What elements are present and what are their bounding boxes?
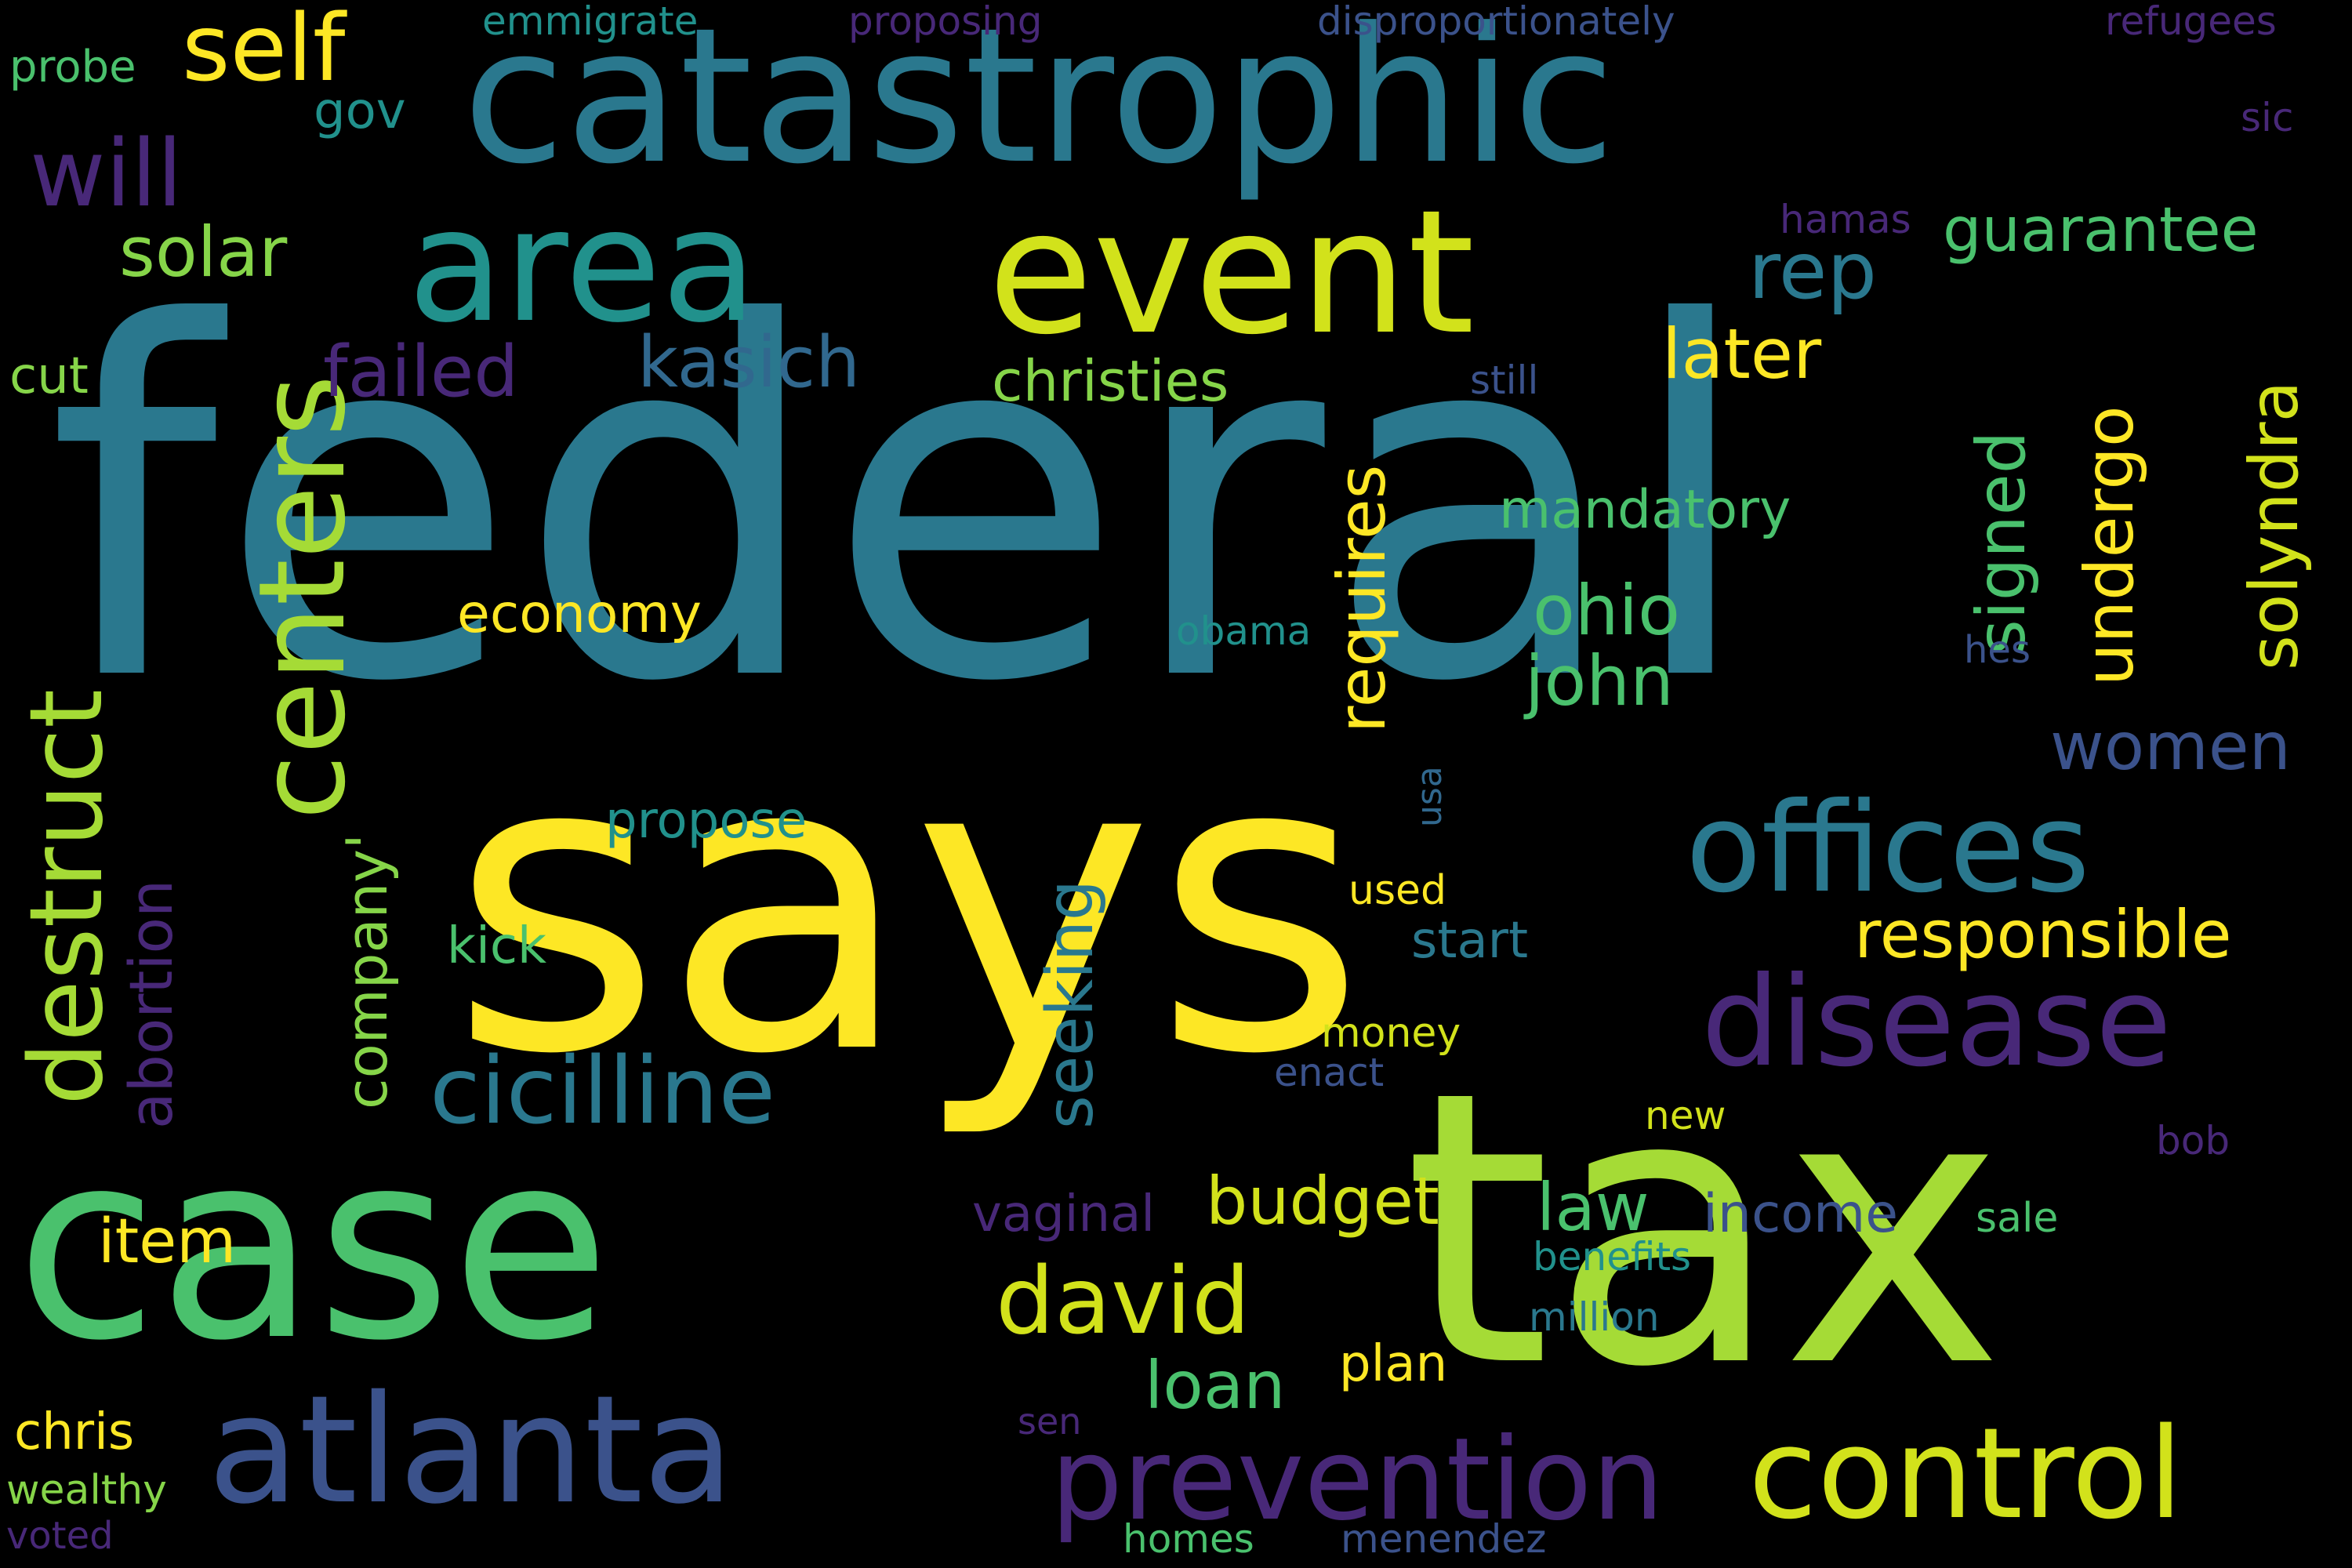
word-john: john (1525, 641, 1674, 721)
word-tax: tax (1403, 1011, 2005, 1450)
word-disproportionately: disproportionately (1317, 0, 1675, 44)
word-guarantee: guarantee (1943, 195, 2259, 266)
word-christies: christies (992, 348, 1229, 414)
word-propose: propose (605, 792, 808, 850)
word-homes: homes (1123, 1516, 1254, 1562)
word-benefits: benefits (1533, 1234, 1692, 1279)
word-vaginal: vaginal (972, 1185, 1156, 1243)
word-money: money (1321, 1010, 1461, 1057)
word-mandatory: mandatory (1499, 479, 1791, 541)
word-proposing: proposing (848, 0, 1043, 44)
word-control: control (1748, 1400, 2183, 1547)
word-will: will (30, 119, 183, 227)
word-wealthy: wealthy (6, 1467, 167, 1514)
word-centers: centers (233, 374, 372, 820)
word-cicilline: cicilline (430, 1036, 776, 1145)
word-chris: chris (14, 1403, 135, 1461)
word-ohio: ohio (1533, 570, 1680, 651)
word-still: still (1470, 358, 1539, 403)
word-solyndra: solyndra (2235, 380, 2314, 670)
word-prevention: prevention (1051, 1414, 1664, 1546)
word-says: says (450, 668, 1367, 1143)
word-law: law (1537, 1169, 1650, 1246)
word-requires: requires (1323, 464, 1400, 733)
word-income: income (1703, 1183, 1899, 1245)
word-seeking: seeking (1033, 880, 1108, 1129)
word-event: event (988, 174, 1475, 372)
word-case: case (16, 1096, 611, 1397)
word-signed: signed (1962, 430, 2041, 655)
word-self: self (182, 0, 346, 102)
word-hamas: hamas (1780, 197, 1911, 242)
word-obama: obama (1176, 608, 1312, 654)
word-responsible: responsible (1854, 896, 2232, 973)
word-destruct: destruct (9, 688, 125, 1105)
word-david: david (996, 1247, 1250, 1355)
word-failed: failed (323, 331, 519, 413)
word-company: company' (334, 833, 400, 1109)
word-start: start (1411, 912, 1529, 970)
word-offices: offices (1686, 776, 2090, 920)
word-women: women (2050, 708, 2291, 785)
word-atlanta: atlanta (208, 1363, 735, 1537)
word-million: million (1529, 1294, 1660, 1340)
word-sale: sale (1976, 1195, 2059, 1242)
word-budget: budget (1206, 1163, 1439, 1240)
word-voted: voted (6, 1514, 114, 1558)
word-item: item (98, 1207, 237, 1277)
word-new: new (1645, 1093, 1726, 1138)
word-enact: enact (1274, 1050, 1385, 1095)
word-solar: solar (119, 212, 288, 292)
word-federal: federal (47, 223, 1758, 788)
word-probe: probe (9, 42, 136, 93)
word-bob: bob (2156, 1118, 2230, 1163)
word-refugees: refugees (2105, 0, 2277, 44)
word-kasich: kasich (637, 321, 861, 404)
word-gov: gov (314, 82, 406, 140)
word-rep: rep (1748, 225, 1877, 317)
word-usa: usa (1410, 766, 1450, 827)
word-loan: loan (1145, 1347, 1286, 1424)
word-economy: economy (457, 583, 702, 645)
word-undergo: undergo (2071, 405, 2149, 686)
word-area: area (408, 175, 757, 358)
word-abortion: abortion (116, 879, 186, 1129)
word-disease: disease (1701, 950, 2172, 1094)
word-sen: sen (1018, 1400, 1082, 1443)
word-hes: hes (1964, 628, 2031, 672)
word-sic: sic (2241, 95, 2294, 140)
word-used: used (1348, 867, 1447, 914)
word-later: later (1662, 314, 1822, 394)
word-catastrophic: catastrophic (463, 0, 1616, 205)
word-cut: cut (9, 347, 89, 405)
word-plan: plan (1339, 1335, 1448, 1393)
word-kick: kick (447, 917, 547, 975)
word-emmigrate: emmigrate (482, 0, 699, 44)
word-menendez: menendez (1341, 1516, 1547, 1562)
